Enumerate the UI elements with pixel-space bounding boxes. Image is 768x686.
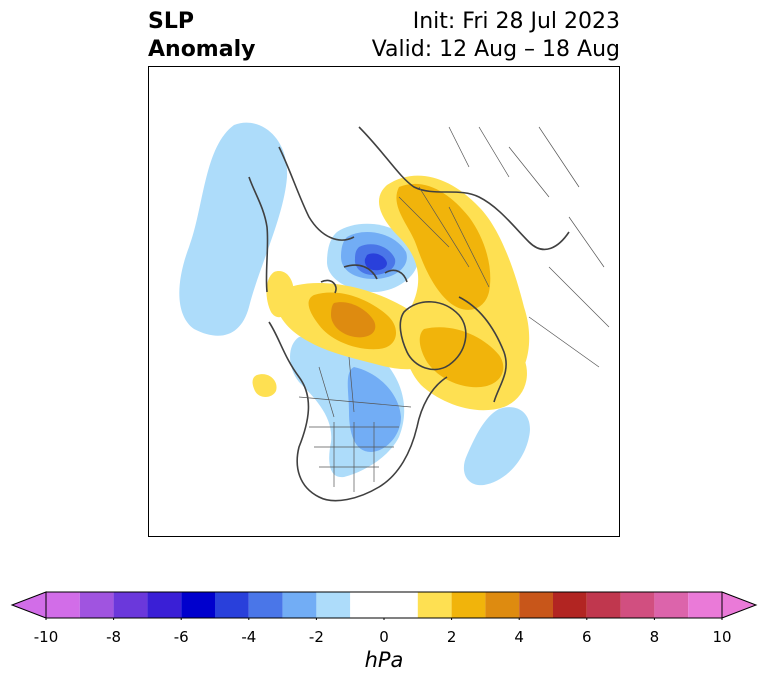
neg-anomaly-arctic-min	[364, 253, 387, 271]
colorbar-bin-17	[654, 592, 689, 618]
neg-anomaly-pacific-arc	[179, 122, 288, 336]
colorbar-extend-high	[721, 591, 758, 619]
coast-siberia	[278, 146, 355, 241]
colorbar-bins	[46, 592, 722, 618]
forecast-dates: Init: Fri 28 Jul 2023 Valid: 12 Aug – 18…	[372, 8, 620, 64]
colorbar-tick-label-5: 0	[379, 628, 389, 646]
coast-eurasia-north	[358, 126, 570, 251]
colorbar-bin-16	[620, 592, 655, 618]
colorbar-bin-8	[316, 592, 351, 618]
colorbar-tick-label-1: -8	[106, 628, 122, 646]
colorbar-tick-label-9: 8	[649, 628, 660, 646]
borders-russia	[398, 186, 490, 288]
init-date: Init: Fri 28 Jul 2023	[412, 9, 620, 34]
colorbar-tick-label-6: 2	[446, 628, 457, 646]
colorbar-bin-0	[46, 592, 80, 618]
colorbar-extend-low	[10, 591, 47, 619]
coast-greenland	[399, 301, 467, 371]
pos-anomaly-eurasia-core	[396, 183, 491, 310]
borders-canada	[298, 356, 412, 418]
colorbar-bin-9	[350, 592, 418, 618]
map-title: SLP Anomaly	[148, 8, 255, 64]
colorbar	[10, 591, 758, 620]
colorbar-outline	[45, 591, 723, 619]
political-borders	[298, 126, 610, 492]
colorbar-bin-14	[553, 592, 587, 618]
colorbar-bin-3	[147, 592, 182, 618]
colorbar-bin-11	[451, 592, 486, 618]
coast-north-america	[268, 321, 448, 502]
coast-arctic-islands	[320, 264, 408, 294]
colorbar-bin-15	[586, 592, 621, 618]
colorbar-tick-label-4: -2	[308, 628, 324, 646]
colorbar-tick-label-0: -10	[33, 628, 59, 646]
coastlines	[248, 126, 570, 502]
colorbar-bin-7	[282, 592, 317, 618]
colorbar-bin-4	[181, 592, 215, 618]
title-variable: SLP	[148, 9, 194, 34]
coast-pacific-rim	[248, 176, 269, 293]
colorbar-tick-label-7: 4	[514, 628, 524, 646]
slp-anomaly-map	[148, 66, 620, 537]
colorbar-bin-2	[113, 592, 148, 618]
coast-europe	[458, 296, 507, 403]
colorbar-bin-1	[79, 592, 114, 618]
colorbar-tick-label-10: 10	[712, 628, 732, 646]
map-canvas	[179, 122, 610, 502]
colorbar-unit-label: hPa	[364, 648, 404, 672]
pos-anomaly-pacific-spot	[252, 374, 277, 397]
colorbar-tick-label-8: 6	[582, 628, 592, 646]
colorbar-tick-label-2: -6	[173, 628, 189, 646]
pos-anomaly-canada-arctic-core	[331, 302, 376, 338]
neg-anomaly-north-america-core	[347, 367, 401, 452]
colorbar-bin-18	[688, 592, 722, 618]
colorbar-tick-labels: -10 -8 -6 -4 -2 0 2 4 6 8 10	[0, 628, 768, 648]
colorbar-bin-13	[519, 592, 553, 618]
colorbar-bin-6	[248, 592, 283, 618]
colorbar-bin-12	[485, 592, 520, 618]
colorbar-bin-5	[215, 592, 249, 618]
colorbar-bin-10	[417, 592, 452, 618]
title-field: Anomaly	[148, 37, 256, 62]
valid-period: Valid: 12 Aug – 18 Aug	[371, 37, 620, 62]
pos-anomaly-pacific-edge	[266, 271, 294, 318]
colorbar-tick-label-3: -4	[241, 628, 257, 646]
neg-anomaly-atlantic	[463, 407, 530, 486]
pos-anomaly-north-atlantic-mid	[419, 327, 504, 388]
borders-eurasia	[448, 126, 610, 368]
borders-us-states	[309, 422, 399, 492]
